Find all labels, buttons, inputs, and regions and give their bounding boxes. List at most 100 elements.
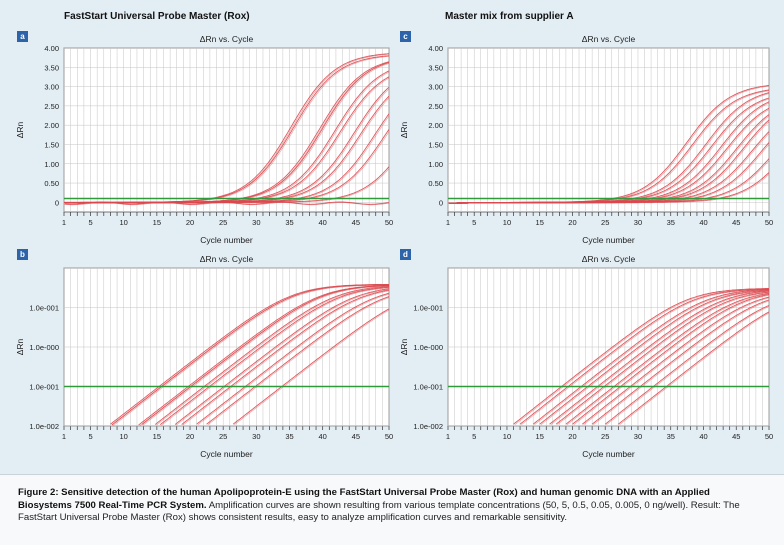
x-tick-label: 15 (536, 218, 544, 227)
chart-panel-b: 1.0e-002 1.0e-001 1.0e-000 1.0e-001 1 5 10 15 20… (0, 246, 393, 468)
x-tick-label: 1 (446, 218, 450, 227)
y-tick-label: 1.0e-000 (413, 343, 443, 352)
x-tick-label: 30 (252, 218, 260, 227)
amplification-curve (159, 286, 389, 426)
chart-svg-c: 00.501.001.502.002.503.003.504.001 5 10 15 2… (399, 34, 773, 245)
plot-area (63, 47, 390, 213)
chart-panel-a: 0 0.50 1.00 1.50 2.00 2.50 3.00 3.50 4.00 1 5 10 15 2… (0, 28, 393, 246)
y-tick-label: 3.00 (428, 83, 443, 92)
x-tick-label: 45 (352, 218, 360, 227)
x-tick-label: 1 (446, 432, 450, 441)
left-column-title: FastStart Universal Probe Master (Rox) (64, 11, 250, 22)
y-tick-label: 1.00 (44, 160, 59, 169)
x-tick-label: 5 (472, 218, 476, 227)
amplification-curve-replicate (557, 292, 769, 426)
panel-badge-d: d (400, 249, 411, 260)
amplification-curve-replicate (540, 290, 769, 426)
plot-area (447, 47, 770, 213)
x-tick-label: 50 (385, 432, 393, 441)
amplification-curve-replicate (156, 286, 389, 426)
figure-caption: Figure 2: Sensitive detection of the hum… (0, 474, 784, 545)
caption-bold: Figure 2: Sensitive detection of the hum… (18, 487, 710, 511)
x-tick-label: 25 (601, 218, 609, 227)
amplification-curve-replicate (234, 309, 389, 426)
x-tick-label: 30 (634, 432, 642, 441)
amplification-curve (539, 289, 769, 425)
x-tick-label: 10 (503, 218, 511, 227)
y-tick-label: 1.0e-001 (413, 383, 443, 392)
amplification-curve (174, 288, 389, 425)
amplification-curve-replicate (113, 284, 389, 426)
y-tick-label: 3.50 (428, 63, 443, 72)
amplification-curve (111, 284, 389, 426)
chart-svg-a: 00.501.001.502.002.503.003.504.001 5 10 15 2… (15, 34, 393, 245)
x-tick-label: 1 (62, 218, 66, 227)
amplification-curve-replicate (449, 173, 769, 205)
y-tick-label: 1.50 (44, 140, 59, 149)
x-tick-label: 1 (62, 432, 66, 441)
panel-badge-c: c (400, 31, 411, 42)
y-tick-label: 3.50 (44, 63, 59, 72)
y-tick-label: 4.00 (428, 44, 443, 53)
y-tick-label: 1.0e-000 (29, 343, 59, 352)
chart-panel-c: 0 0.50 1.00 1.50 2.00 2.50 3.00 3.50 4.00 1 5 10 15 2… (384, 28, 784, 246)
x-tick-label: 10 (120, 218, 128, 227)
x-tick-label: 35 (285, 218, 293, 227)
x-tick-label: 30 (634, 218, 642, 227)
x-tick-label: 35 (667, 432, 675, 441)
x-tick-label: 35 (285, 432, 293, 441)
x-tick-label: 35 (667, 218, 675, 227)
x-tick-label: 30 (252, 432, 260, 441)
chart-panel-d: 1.0e-002 1.0e-001 1.0e-000 1.0e-001 1 5 10 15 20… (384, 246, 784, 468)
x-tick-label: 25 (601, 432, 609, 441)
amplification-curve (582, 296, 769, 425)
amplification-curve (618, 311, 769, 425)
amplification-curve-replicate (550, 291, 769, 426)
amplification-curve (572, 294, 769, 425)
x-tick-label: 25 (219, 432, 227, 441)
x-axis-label: Cycle number (582, 235, 635, 245)
amplification-curve-replicate (593, 300, 769, 426)
amplification-curve-replicate (142, 285, 389, 426)
amplification-curve-replicate (176, 289, 389, 426)
chart-title: ΔRn vs. Cycle (582, 254, 636, 264)
x-tick-label: 50 (385, 218, 393, 227)
amplification-curve (591, 299, 769, 425)
amplification-curve-replicate (182, 290, 389, 426)
x-axis-label: Cycle number (200, 235, 253, 245)
amplification-curve-replicate (65, 202, 389, 206)
chart-title: ΔRn vs. Cycle (200, 254, 254, 264)
x-tick-label: 15 (536, 432, 544, 441)
amplification-curve (154, 286, 389, 425)
y-tick-label: 1.0e-001 (29, 383, 59, 392)
panel-badge-a: a (17, 31, 28, 42)
x-tick-label: 40 (319, 432, 327, 441)
amplification-curve (141, 284, 389, 425)
amplification-curve-replicate (619, 312, 769, 426)
x-tick-label: 40 (319, 218, 327, 227)
y-tick-label: 1.0e-001 (413, 304, 443, 313)
y-tick-label: 1.0e-002 (413, 422, 443, 431)
y-tick-label: 2.50 (428, 102, 443, 111)
x-tick-label: 40 (699, 432, 707, 441)
x-tick-label: 10 (503, 432, 511, 441)
x-tick-label: 45 (732, 218, 740, 227)
caption-text: Amplification curves are shown resulting… (18, 499, 740, 524)
amplification-curve-replicate (207, 297, 389, 426)
amplification-curve (196, 292, 389, 425)
y-tick-label: 2.00 (428, 121, 443, 130)
y-tick-label: 0 (55, 198, 59, 207)
x-tick-label: 20 (186, 218, 194, 227)
x-axis-label: Cycle number (200, 449, 253, 459)
x-tick-label: 50 (765, 432, 773, 441)
amplification-curve-replicate (606, 306, 769, 426)
y-tick-label: 4.00 (44, 44, 59, 53)
amplification-curve (565, 292, 769, 425)
x-tick-label: 20 (568, 432, 576, 441)
x-tick-label: 50 (765, 218, 773, 227)
amplification-curve (549, 290, 769, 425)
amplification-curve-replicate (161, 287, 389, 426)
x-tick-label: 25 (219, 218, 227, 227)
amplification-curve-replicate (197, 293, 389, 426)
